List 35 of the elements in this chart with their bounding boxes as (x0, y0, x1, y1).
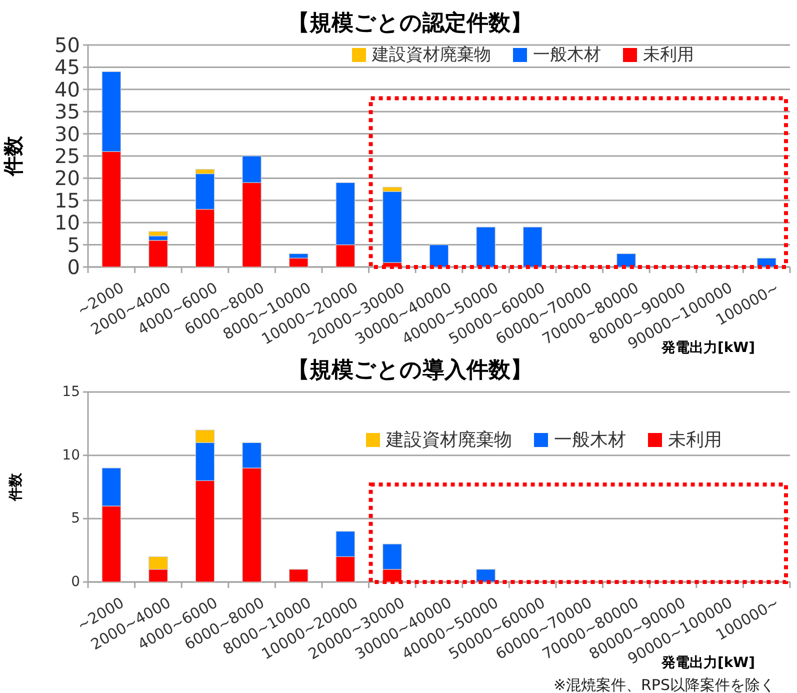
legend-label: 未利用 (643, 45, 694, 65)
y-tick-label: 45 (54, 55, 80, 80)
y-tick-label: 10 (54, 210, 80, 235)
y-tick-label: 15 (54, 188, 80, 212)
bar (429, 244, 449, 268)
bar (476, 569, 496, 582)
y-tick-label: 25 (54, 144, 80, 168)
bar (148, 240, 168, 268)
legend-label: 建設資材廃棄物 (385, 430, 512, 450)
legend-label: 一般木材 (554, 430, 626, 450)
y-tick-label: 35 (54, 100, 80, 124)
legend-label: 未利用 (668, 430, 722, 450)
chart-title: 【規模ごとの導入件数】 (288, 357, 532, 383)
bar (148, 231, 168, 236)
y-axis-title: 件数 (8, 472, 24, 502)
y-tick-label: 0 (71, 574, 80, 590)
y-tick-label: 5 (71, 510, 80, 527)
chart-title: 【規模ごとの認定件数】 (288, 10, 532, 36)
y-tick-label: 0 (67, 255, 80, 279)
bar (522, 226, 542, 268)
y-tick-label: 10 (62, 447, 80, 464)
legend-label: 建設資材廃棄物 (371, 45, 491, 65)
y-axis-title: 件数 (1, 135, 25, 177)
bar (476, 226, 496, 268)
legend-label: 一般木材 (533, 45, 601, 65)
bar (288, 569, 308, 582)
y-tick-label: 20 (54, 166, 80, 190)
y-tick-label: 15 (62, 384, 80, 400)
text: ※混焼案件、RPS以降案件を除く (553, 676, 775, 693)
y-tick-label: 30 (54, 122, 80, 146)
y-tick-label: 5 (67, 232, 80, 257)
bar (616, 253, 636, 268)
bar (288, 258, 308, 268)
y-tick-label: 40 (54, 77, 80, 102)
y-tick-label: 50 (54, 33, 80, 57)
